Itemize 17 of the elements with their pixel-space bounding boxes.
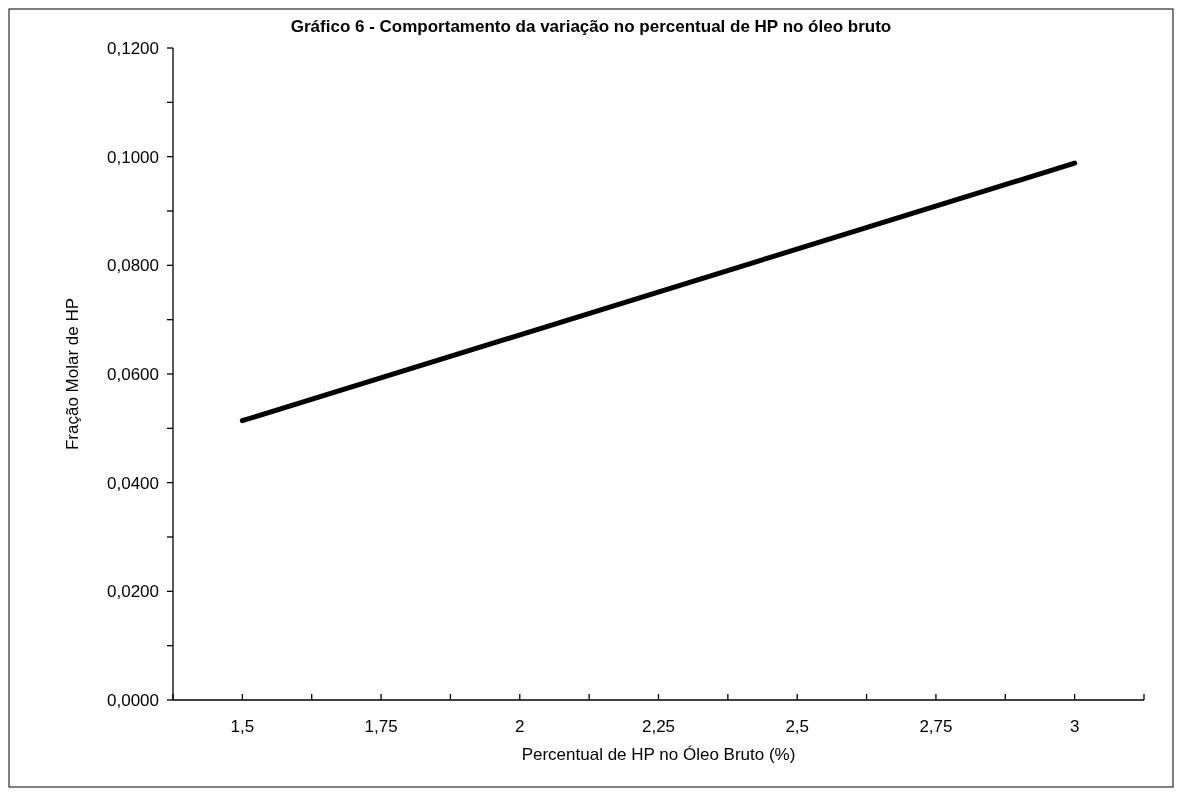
y-tick-label: 0,0800: [107, 256, 159, 276]
y-tick-label: 0,0200: [107, 582, 159, 602]
x-axis-title: Percentual de HP no Óleo Bruto (%): [521, 745, 796, 764]
x-tick-label: 2,5: [785, 717, 810, 736]
y-tick-label: 0,1200: [107, 38, 159, 58]
x-tick-label: 3: [1069, 717, 1080, 736]
y-tick-label: 0,0000: [107, 690, 159, 710]
x-tick-label: 1,75: [364, 717, 398, 736]
x-tick-label: 2: [515, 717, 525, 736]
y-axis-title: Fração Molar de HP: [63, 297, 82, 451]
x-tick-label: 1,5: [230, 717, 255, 736]
y-tick-label: 0,1000: [107, 147, 159, 167]
x-tick-label: 2,25: [641, 717, 676, 736]
x-tick-label: 2,75: [919, 717, 953, 736]
y-tick-label: 0,0400: [107, 473, 159, 493]
chart-title: Gráfico 6 - Comportamento da variação no percentual de HP no óleo bruto: [290, 17, 892, 36]
y-tick-label: 0,0600: [107, 364, 159, 384]
